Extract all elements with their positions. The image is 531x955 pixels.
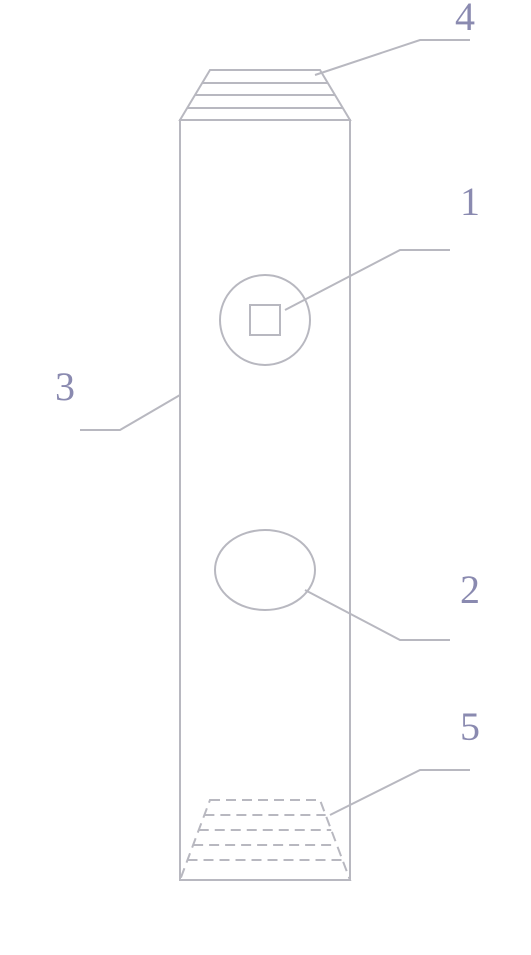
callout-label-1: 1 [460,179,480,224]
callout-2: 2 [305,567,480,640]
callouts-group: 1 2 3 4 5 [55,0,480,815]
diagram-svg: 1 2 3 4 5 [0,0,531,955]
upper-circle [220,275,310,365]
callout-line-4 [315,40,470,75]
callout-label-4: 4 [455,0,475,39]
callout-label-2: 2 [460,567,480,612]
callout-4: 4 [315,0,475,75]
lower-ellipse [215,530,315,610]
callout-line-3 [80,395,180,430]
callout-label-5: 5 [460,704,480,749]
callout-line-1 [285,250,450,310]
callout-5: 5 [330,704,480,815]
callout-line-2 [305,590,450,640]
device-group [180,70,350,880]
bottom-cap [180,800,350,880]
upper-inner-square [250,305,280,335]
callout-3: 3 [55,364,180,430]
callout-1: 1 [285,179,480,310]
callout-label-3: 3 [55,364,75,409]
device-body [180,120,350,880]
